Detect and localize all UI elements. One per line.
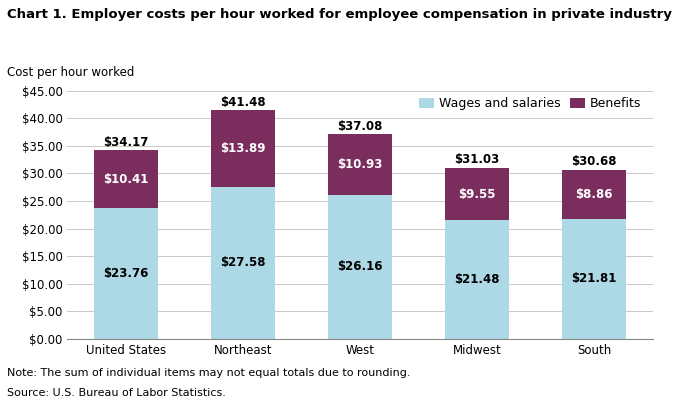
Text: $26.16: $26.16 [337, 260, 383, 273]
Text: $13.89: $13.89 [220, 142, 266, 155]
Bar [211, 110, 275, 187]
Bar [94, 208, 158, 339]
Text: $34.17: $34.17 [104, 136, 149, 149]
Text: $10.93: $10.93 [337, 158, 383, 171]
Legend: Wages and salaries, Benefits: Wages and salaries, Benefits [414, 92, 647, 115]
Bar [328, 134, 392, 195]
Text: $9.55: $9.55 [458, 188, 496, 201]
Bar [328, 195, 392, 339]
Text: $21.81: $21.81 [571, 272, 616, 285]
Text: $21.48: $21.48 [454, 273, 500, 286]
Text: Chart 1. Employer costs per hour worked for employee compensation in private ind: Chart 1. Employer costs per hour worked … [7, 8, 673, 21]
Bar [445, 221, 509, 339]
Bar [562, 218, 626, 339]
Text: Cost per hour worked: Cost per hour worked [7, 66, 134, 79]
Bar [211, 187, 275, 339]
Text: $23.76: $23.76 [104, 267, 149, 280]
Text: $31.03: $31.03 [454, 153, 499, 166]
Text: Note: The sum of individual items may not equal totals due to rounding.: Note: The sum of individual items may no… [7, 368, 411, 377]
Text: $27.58: $27.58 [220, 256, 266, 269]
Text: $41.48: $41.48 [220, 95, 266, 109]
Text: Source: U.S. Bureau of Labor Statistics.: Source: U.S. Bureau of Labor Statistics. [7, 388, 225, 398]
Text: $37.08: $37.08 [337, 120, 383, 133]
Text: $8.86: $8.86 [575, 188, 613, 201]
Bar [94, 150, 158, 208]
Text: $30.68: $30.68 [571, 155, 616, 168]
Bar [445, 168, 509, 221]
Text: $10.41: $10.41 [104, 173, 149, 186]
Bar [562, 170, 626, 218]
